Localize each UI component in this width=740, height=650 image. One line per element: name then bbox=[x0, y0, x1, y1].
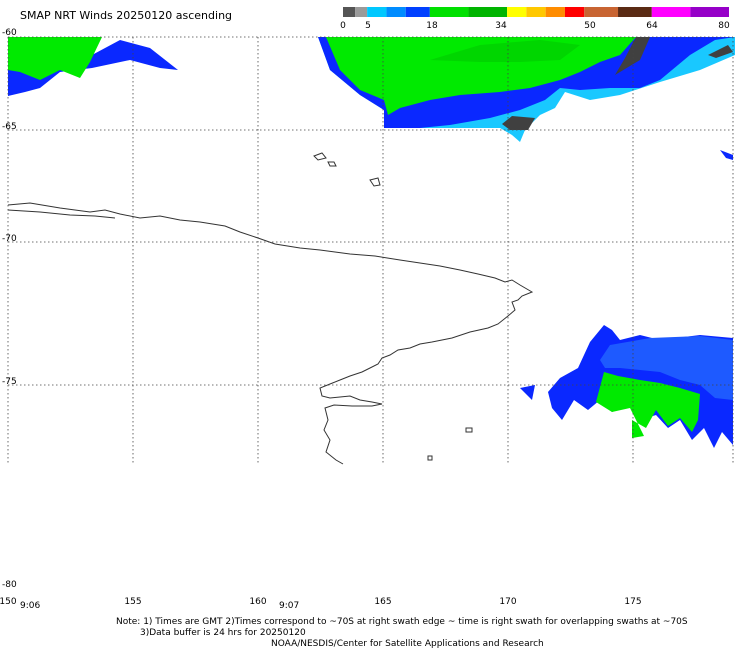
wind-swaths bbox=[8, 37, 735, 448]
swath-lower-right-green bbox=[596, 372, 700, 438]
colorbar-segment-13 bbox=[651, 7, 691, 17]
colorbar-segment-1 bbox=[355, 7, 368, 17]
lon-label-170: 170 bbox=[499, 597, 517, 607]
lon-label-160: 160 bbox=[249, 597, 267, 607]
note-credit: NOAA/NESDIS/Center for Satellite Applica… bbox=[271, 639, 544, 649]
swath-lower-right-royal bbox=[600, 336, 733, 400]
colorbar-tick-0: 0 bbox=[340, 21, 346, 31]
note-line-2: 3)Data buffer is 24 hrs for 20250120 bbox=[140, 628, 306, 638]
swath-upper-left-green bbox=[8, 37, 102, 80]
colorbar-segment-11 bbox=[584, 7, 619, 17]
colorbar-segment-10 bbox=[564, 7, 585, 17]
colorbar-segment-3 bbox=[386, 7, 406, 17]
island-2 bbox=[327, 161, 337, 167]
coastline bbox=[7, 152, 534, 465]
wind-speed-colorbar bbox=[343, 7, 729, 17]
coast-main bbox=[7, 202, 534, 465]
lon-label-165: 165 bbox=[374, 597, 392, 607]
colorbar-tick-50: 50 bbox=[584, 21, 596, 31]
swath-upper-patch-dark bbox=[502, 116, 535, 130]
lon-label-175: 175 bbox=[624, 597, 642, 607]
time-label-left: 9:06 bbox=[20, 601, 41, 611]
colorbar-segment-12 bbox=[618, 7, 652, 17]
colorbar-segment-14 bbox=[690, 7, 729, 17]
island-1 bbox=[313, 152, 327, 161]
island-3 bbox=[369, 177, 381, 187]
colorbar-segment-9 bbox=[545, 7, 565, 17]
lat-label-70: -70 bbox=[2, 234, 17, 244]
colorbar-tick-64: 64 bbox=[646, 21, 658, 31]
lat-label-80: -80 bbox=[2, 580, 17, 590]
colorbar-segment-4 bbox=[405, 7, 430, 17]
time-label-right: 9:07 bbox=[279, 601, 300, 611]
lat-label-60: -60 bbox=[2, 28, 17, 38]
lon-label-150: 150 bbox=[0, 597, 17, 607]
note-line-1: Note: 1) Times are GMT 2)Times correspon… bbox=[116, 617, 688, 627]
colorbar-tick-80: 80 bbox=[718, 21, 730, 31]
swath-upper-right-dark bbox=[708, 45, 733, 58]
swath-upper-center-dark bbox=[615, 37, 650, 75]
colorbar-segment-5 bbox=[429, 7, 469, 17]
coast-tail bbox=[7, 209, 116, 219]
island-4 bbox=[465, 427, 473, 433]
swath-right-edge-blue bbox=[720, 150, 733, 160]
colorbar-tick-34: 34 bbox=[495, 21, 507, 31]
colorbar-segment-2 bbox=[367, 7, 387, 17]
lon-label-155: 155 bbox=[124, 597, 142, 607]
colorbar-segment-6 bbox=[468, 7, 508, 17]
colorbar-segment-0 bbox=[343, 7, 356, 17]
colorbar-tick-18: 18 bbox=[426, 21, 438, 31]
island-5 bbox=[427, 455, 433, 461]
lat-label-65: -65 bbox=[2, 122, 17, 132]
swath-lower-right-blue bbox=[520, 385, 535, 400]
colorbar-segment-7 bbox=[507, 7, 527, 17]
swath-upper-center-darkgreen bbox=[430, 40, 580, 62]
colorbar-tick-5: 5 bbox=[365, 21, 371, 31]
lat-lon-grid bbox=[7, 36, 734, 464]
colorbar-segment-8 bbox=[526, 7, 546, 17]
lat-label-75: -75 bbox=[2, 377, 17, 387]
map-title: SMAP NRT Winds 20250120 ascending bbox=[20, 9, 233, 22]
